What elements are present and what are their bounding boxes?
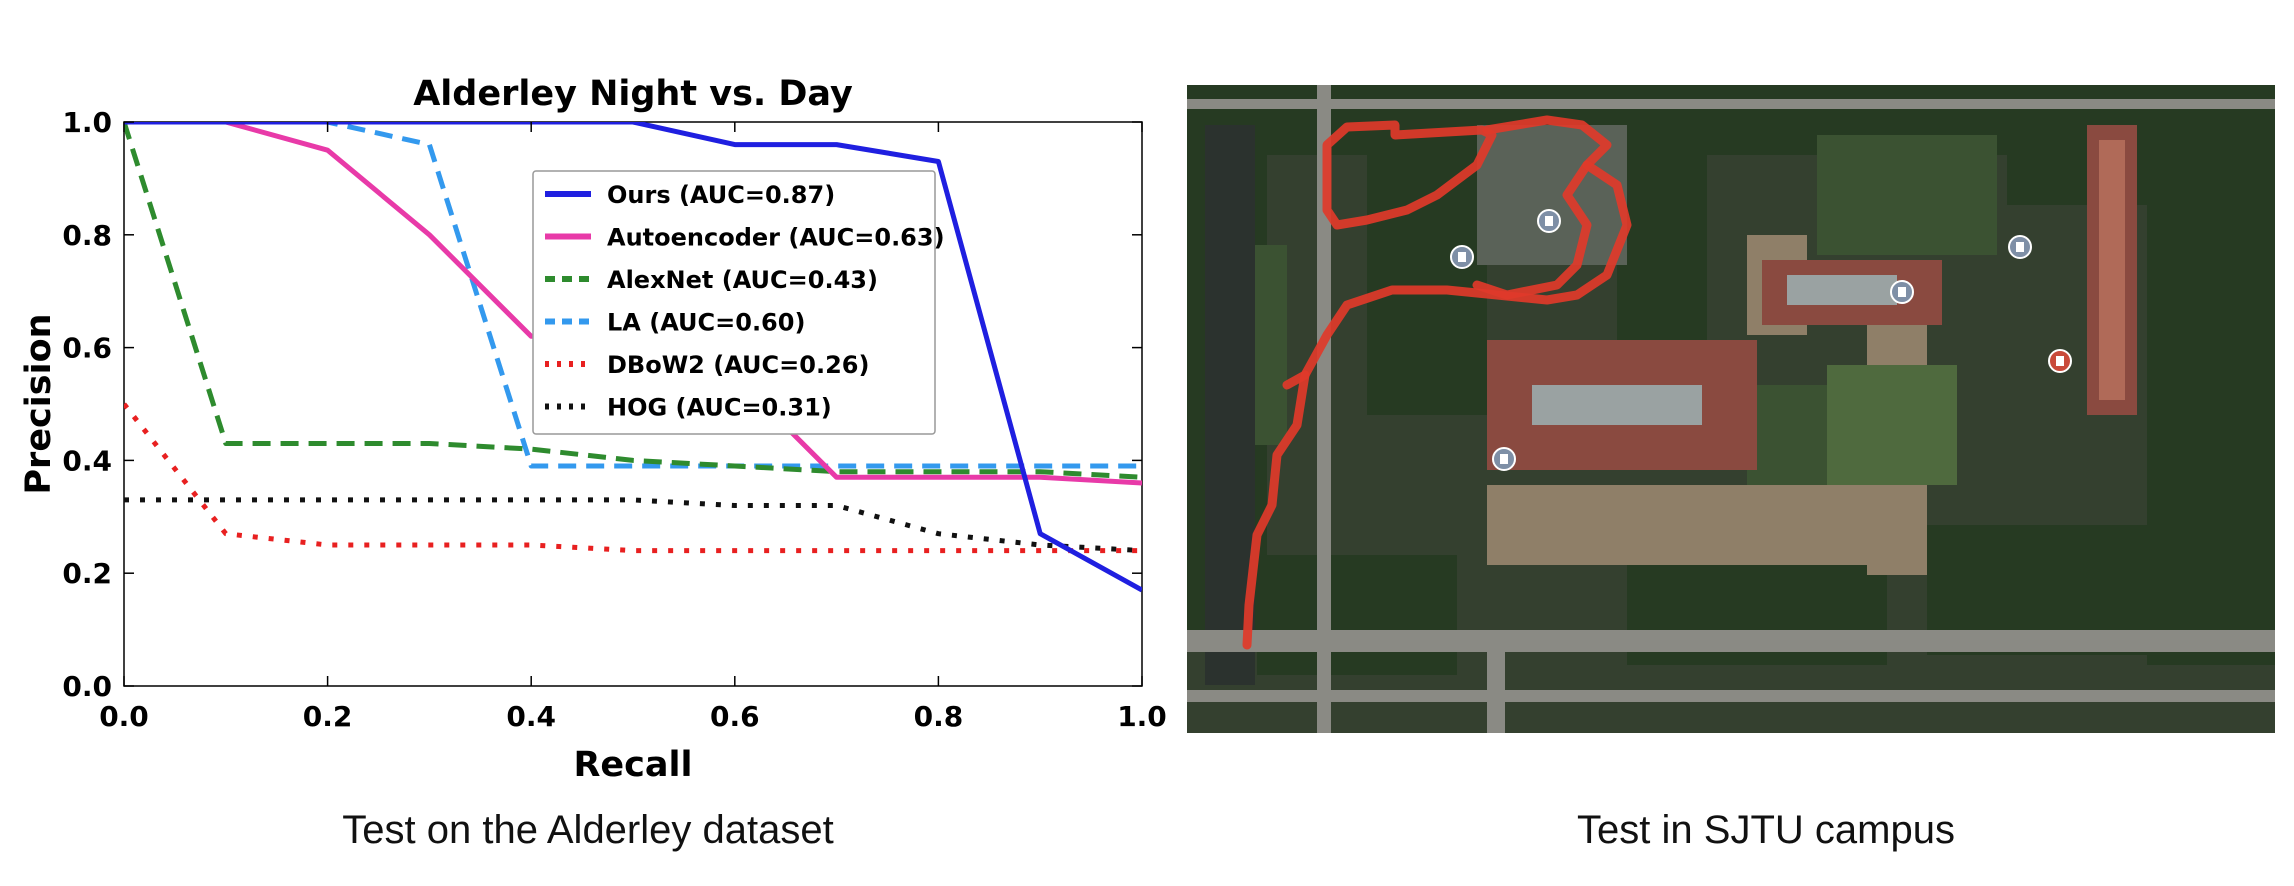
legend-label-2: AlexNet (AUC=0.43) xyxy=(607,266,878,294)
legend-label-4: DBoW2 (AUC=0.26) xyxy=(607,351,869,379)
parking-icon xyxy=(1537,209,1561,233)
legend-label-1: Autoencoder (AUC=0.63) xyxy=(607,224,945,252)
legend: Ours (AUC=0.87) Autoencoder (AUC=0.63) Ale… xyxy=(532,170,945,435)
y-tick-label: 0.6 xyxy=(62,332,112,365)
x-tick-label: 0.2 xyxy=(303,700,353,733)
precision-recall-chart: Alderley Night vs. Day 0.0 0.2 0.4 0.6 0.8 1.… xyxy=(19,74,1167,785)
legend-box xyxy=(532,170,936,435)
caption-right: Test in SJTU campus xyxy=(1577,808,1955,852)
legend-label-0: Ours (AUC=0.87) xyxy=(607,181,835,209)
caption-left: Test on the Alderley dataset xyxy=(342,808,834,852)
building-icon xyxy=(1890,280,1914,304)
alert-icon xyxy=(2048,349,2072,373)
y-tick-label: 1.0 xyxy=(62,106,112,139)
map-markers xyxy=(1450,209,2072,471)
x-axis-label: Recall xyxy=(573,745,692,785)
chart-title: Alderley Night vs. Day xyxy=(413,74,853,114)
series-line-4 xyxy=(124,402,1142,554)
y-tick-label: 0.2 xyxy=(62,557,112,590)
building-icon xyxy=(1492,447,1516,471)
parking-icon xyxy=(1450,245,1474,269)
series-line-3 xyxy=(124,122,1142,469)
x-tick-label: 0.8 xyxy=(914,700,964,733)
y-tick-label: 0.8 xyxy=(62,219,112,252)
series-line-5 xyxy=(124,497,1142,554)
legend-label-5: HOG (AUC=0.31) xyxy=(607,394,832,422)
lawn xyxy=(1827,365,1957,485)
series-line-0 xyxy=(124,122,1142,593)
roads xyxy=(1187,85,2275,733)
y-tick-label: 0.4 xyxy=(62,444,112,477)
x-tick-label: 0.4 xyxy=(506,700,556,733)
x-tick-label: 1.0 xyxy=(1117,700,1167,733)
series-line-2 xyxy=(124,122,1142,480)
campus-satellite-map xyxy=(1187,85,2275,733)
x-tick-label: 0.0 xyxy=(99,700,149,733)
legend-label-3: LA (AUC=0.60) xyxy=(607,309,805,337)
y-tick-label: 0.0 xyxy=(62,670,112,703)
y-axis-label: Precision xyxy=(19,313,59,494)
x-tick-label: 0.6 xyxy=(710,700,760,733)
landmark-icon xyxy=(2008,235,2032,259)
robot-trajectory xyxy=(1242,115,1632,650)
